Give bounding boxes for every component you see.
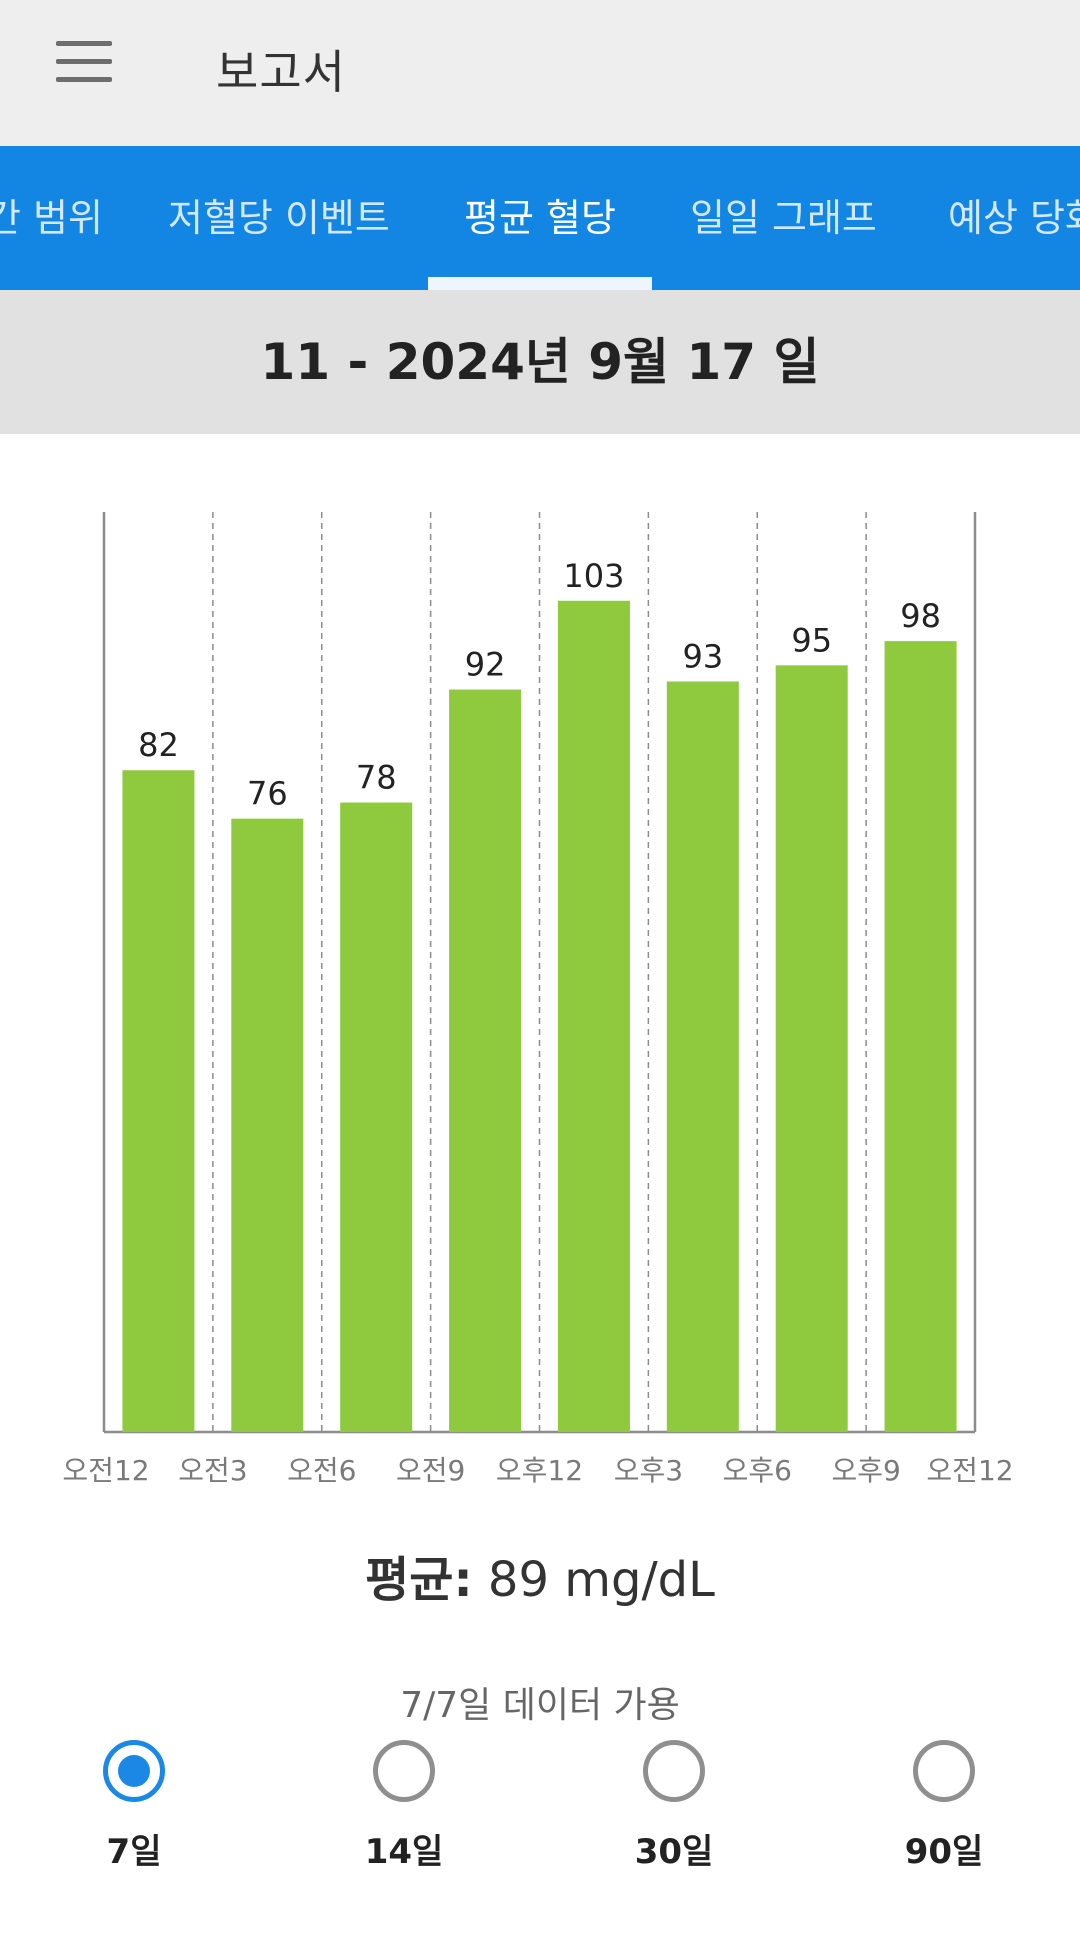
range-label: 7일 <box>106 1832 162 1872</box>
range-option-30-days[interactable]: 30일 <box>574 1740 774 1873</box>
tab-estimated-a1c[interactable]: 예상 당화 <box>948 196 1080 240</box>
chart-tick-label: 오후9 <box>831 1454 900 1487</box>
tab-hypoglycemia-events[interactable]: 저혈당 이벤트 <box>168 196 390 240</box>
chart-bar <box>340 802 413 1432</box>
chart-bar <box>775 665 848 1432</box>
radio-icon[interactable] <box>913 1740 975 1802</box>
radio-selected-icon[interactable] <box>103 1740 165 1802</box>
chart-bar <box>231 818 304 1432</box>
chart-value-label: 82 <box>138 726 179 764</box>
average-value: 89 mg/dL <box>487 1552 715 1608</box>
chart-tick-label: 오후12 <box>496 1454 583 1487</box>
radio-icon[interactable] <box>643 1740 705 1802</box>
average-glucose-chart: 82 76 78 92 103 93 95 98 오전12 오전3 오전6 오전9 오후12 오후3 오후6… <box>0 434 1080 1504</box>
range-label: 90일 <box>904 1832 984 1872</box>
hamburger-menu-icon[interactable] <box>40 32 126 96</box>
chart-bar <box>122 770 195 1432</box>
bar-chart-svg: 82 76 78 92 103 93 95 98 오전12 오전3 오전6 오전9 오후12 오후3 오후6… <box>62 512 1014 1487</box>
chart-tick-label: 오후3 <box>614 1454 683 1487</box>
chart-value-label: 92 <box>465 646 506 684</box>
chart-bar <box>666 681 739 1432</box>
average-glucose: 평균: 89 mg/dL <box>0 1540 1080 1610</box>
report-tabs: 간 범위 저혈당 이벤트 평균 혈당 일일 그래프 예상 당화 <box>0 146 1080 290</box>
range-option-90-days[interactable]: 90일 <box>844 1740 1044 1873</box>
range-option-7-days[interactable]: 7일 <box>34 1740 234 1873</box>
chart-value-label: 76 <box>247 775 288 813</box>
chart-value-label: 95 <box>791 621 832 659</box>
chart-tick-label: 오전12 <box>926 1454 1013 1487</box>
date-range: 11 - 2024년 9월 17 일 <box>0 290 1080 434</box>
chart-tick-label: 오후6 <box>723 1454 792 1487</box>
range-label: 30일 <box>634 1832 714 1872</box>
range-option-14-days[interactable]: 14일 <box>304 1740 504 1873</box>
active-tab-indicator <box>428 277 652 290</box>
average-label: 평균: <box>365 1552 473 1608</box>
chart-value-label: 93 <box>682 637 723 675</box>
chart-bar <box>884 641 957 1432</box>
chart-tick-label: 오전3 <box>178 1454 247 1487</box>
page-title: 보고서 <box>216 45 346 99</box>
chart-value-label: 103 <box>563 557 624 595</box>
radio-icon[interactable] <box>373 1740 435 1802</box>
chart-value-label: 98 <box>900 597 941 635</box>
app-bar: 보고서 <box>0 0 1080 146</box>
chart-tick-label: 오전9 <box>396 1454 465 1487</box>
chart-bar <box>449 689 522 1432</box>
data-availability: 7/7일 데이터 가용 <box>400 1685 680 1726</box>
tab-daily-graph[interactable]: 일일 그래프 <box>690 196 877 240</box>
chart-value-label: 78 <box>356 759 397 797</box>
chart-tick-label: 오전6 <box>287 1454 356 1487</box>
tab-time-in-range[interactable]: 간 범위 <box>0 196 103 240</box>
tab-average-glucose[interactable]: 평균 혈당 <box>464 196 616 240</box>
range-label: 14일 <box>364 1832 444 1872</box>
chart-tick-label: 오전12 <box>62 1454 149 1487</box>
chart-bar <box>557 600 630 1432</box>
